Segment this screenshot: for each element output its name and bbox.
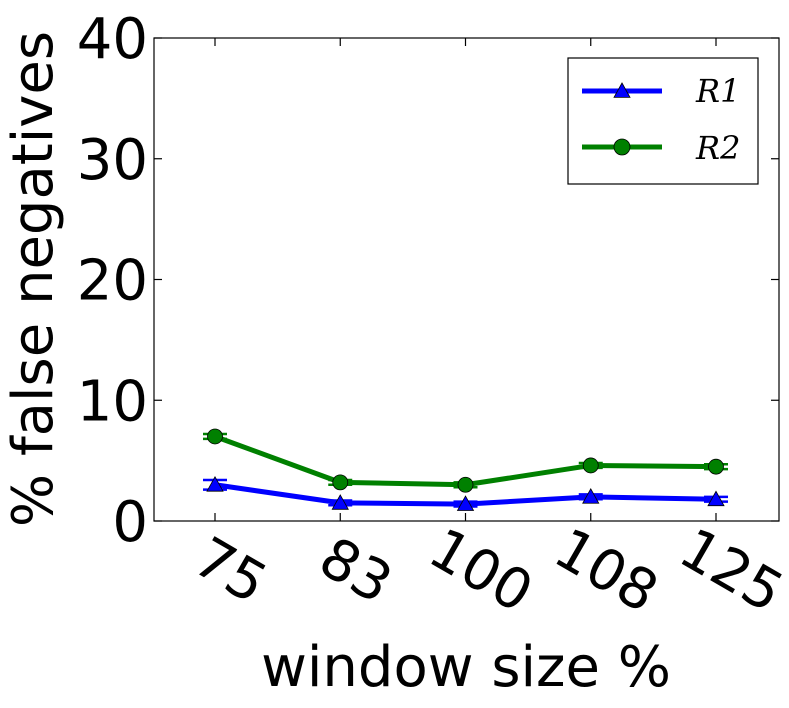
data-point-triangle [707, 490, 725, 507]
x-tick-label: 83 [308, 525, 402, 617]
data-point-circle [582, 457, 599, 474]
data-point-circle [457, 476, 474, 493]
data-point-triangle [582, 488, 600, 504]
legend-frame [567, 57, 759, 185]
y-tick-label: 30 [77, 128, 148, 193]
legend-label-r2: R2 [695, 129, 740, 167]
data-point-circle [708, 458, 724, 475]
x-tick-label: 100 [418, 516, 543, 626]
legend: R1 R2 [567, 57, 759, 185]
data-point-triangle [456, 495, 475, 511]
y-tick-label: 0 [112, 490, 148, 555]
data-point-circle [207, 428, 223, 445]
legend-triangle-marker [613, 82, 631, 98]
series-layer [203, 428, 728, 511]
data-point-triangle [331, 494, 349, 510]
y-axis-title: % false negatives [1, 31, 66, 527]
x-tick-label: 125 [669, 516, 789, 626]
y-tick-label: 10 [77, 369, 148, 434]
legend-label-r1: R1 [695, 72, 740, 110]
x-tick-label: 75 [183, 525, 277, 617]
y-tick-label: 20 [77, 249, 148, 314]
data-point-triangle [206, 475, 224, 492]
legend-circle-marker [613, 138, 631, 156]
data-point-circle [332, 474, 349, 491]
x-axis-title: window size % [261, 635, 671, 700]
y-tick-label: 40 [77, 7, 148, 72]
x-tick-label: 108 [543, 516, 668, 626]
